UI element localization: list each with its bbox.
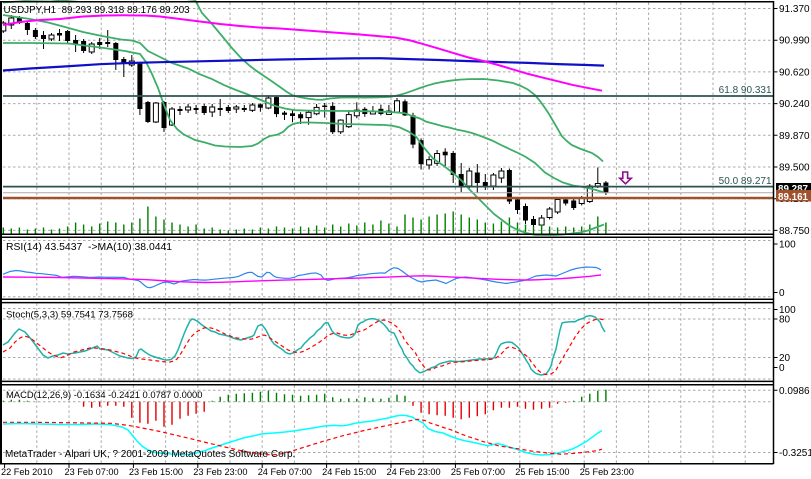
svg-text:24 Feb 07:00: 24 Feb 07:00 bbox=[258, 467, 312, 477]
svg-text:89.870: 89.870 bbox=[779, 131, 810, 142]
svg-text:100: 100 bbox=[779, 240, 796, 251]
svg-text:80: 80 bbox=[779, 315, 791, 326]
svg-text:90.990: 90.990 bbox=[779, 36, 810, 47]
svg-text:0: 0 bbox=[779, 363, 785, 374]
svg-text:Stoch(5,3,3) 59.7541 73.7568: Stoch(5,3,3) 59.7541 73.7568 bbox=[6, 310, 133, 321]
svg-text:22 Feb 2010: 22 Feb 2010 bbox=[1, 467, 53, 477]
svg-text:90.620: 90.620 bbox=[779, 67, 810, 78]
svg-text:23 Feb 07:00: 23 Feb 07:00 bbox=[65, 467, 119, 477]
svg-text:24 Feb 15:00: 24 Feb 15:00 bbox=[322, 467, 376, 477]
svg-text:0: 0 bbox=[779, 288, 785, 299]
svg-text:89.161: 89.161 bbox=[778, 192, 809, 203]
svg-text:50.0 89.271: 50.0 89.271 bbox=[719, 176, 772, 187]
svg-text:MACD(12,26,9) -0.1634 -0.2421: MACD(12,26,9) -0.1634 -0.2421 0.0787 0.0… bbox=[6, 389, 203, 400]
svg-text:100: 100 bbox=[779, 305, 796, 316]
svg-text:25 Feb 07:00: 25 Feb 07:00 bbox=[451, 467, 505, 477]
svg-text:23 Feb 23:00: 23 Feb 23:00 bbox=[193, 467, 247, 477]
svg-text:88.750: 88.750 bbox=[779, 226, 810, 237]
svg-text:90.240: 90.240 bbox=[779, 99, 810, 110]
svg-text:USDJPY,H1 89.293 89.318 89.17: USDJPY,H1 89.293 89.318 89.176 89.203 bbox=[4, 5, 191, 16]
svg-text:20: 20 bbox=[779, 353, 791, 364]
svg-text:0.0986: 0.0986 bbox=[779, 386, 810, 397]
svg-text:-0.3251: -0.3251 bbox=[779, 448, 811, 459]
svg-text:MetaTrader - Alpari UK, ? 2001: MetaTrader - Alpari UK, ? 2001-2009 Meta… bbox=[5, 449, 295, 460]
svg-text:RSI(14) 43.5437 ->MA(10) 38.0: RSI(14) 43.5437 ->MA(10) 38.0441 bbox=[6, 242, 172, 253]
svg-text:61.8 90.331: 61.8 90.331 bbox=[719, 85, 772, 96]
svg-text:89.500: 89.500 bbox=[779, 163, 810, 174]
svg-text:25 Feb 23:00: 25 Feb 23:00 bbox=[580, 467, 634, 477]
svg-text:89.287: 89.287 bbox=[778, 184, 809, 195]
svg-text:91.370: 91.370 bbox=[779, 4, 810, 15]
svg-text:23 Feb 15:00: 23 Feb 15:00 bbox=[129, 467, 183, 477]
svg-text:25 Feb 15:00: 25 Feb 15:00 bbox=[515, 467, 569, 477]
svg-text:24 Feb 23:00: 24 Feb 23:00 bbox=[387, 467, 441, 477]
